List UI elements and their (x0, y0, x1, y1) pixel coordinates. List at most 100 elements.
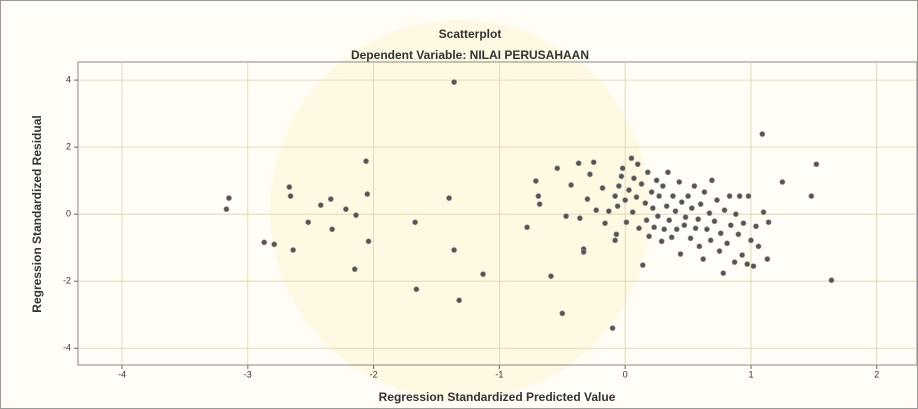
point (668, 234, 675, 241)
point (736, 193, 743, 199)
point (653, 177, 660, 184)
point (612, 193, 619, 199)
point (658, 238, 665, 245)
point (618, 173, 625, 180)
point (480, 271, 486, 278)
point (559, 310, 566, 317)
point (584, 196, 591, 202)
point (682, 214, 689, 221)
point (753, 223, 759, 230)
point (695, 216, 702, 223)
point (672, 208, 679, 215)
x-tick-label: -3 (244, 369, 252, 379)
point (732, 211, 739, 218)
point (711, 218, 718, 225)
point (575, 160, 582, 167)
point (548, 273, 554, 280)
point (593, 207, 600, 214)
point (413, 286, 420, 293)
point (714, 197, 720, 203)
point (779, 179, 786, 185)
x-tick-label: -4 (118, 369, 126, 379)
point (656, 193, 663, 199)
y-tick-label: 4 (66, 74, 71, 84)
point (619, 165, 626, 172)
point (685, 193, 691, 199)
point (642, 200, 649, 207)
point (536, 201, 543, 208)
point (745, 193, 752, 199)
point (613, 231, 620, 238)
point (663, 203, 670, 210)
point (343, 206, 349, 213)
point (721, 207, 728, 214)
point (724, 240, 730, 247)
point (651, 224, 658, 231)
point (716, 248, 723, 254)
y-tick-label: -2 (63, 276, 71, 286)
point (660, 183, 666, 189)
point (290, 247, 296, 253)
point (563, 213, 569, 220)
point (305, 219, 312, 226)
point (709, 177, 715, 184)
point (661, 226, 668, 233)
point (628, 155, 635, 162)
point (636, 225, 642, 232)
point (612, 237, 619, 244)
point (351, 266, 358, 273)
point (587, 171, 593, 178)
point (286, 184, 293, 190)
point (554, 165, 561, 172)
point (329, 226, 335, 233)
point (701, 189, 708, 195)
point (707, 237, 714, 244)
point (681, 222, 688, 229)
point (626, 187, 632, 193)
point (261, 239, 268, 246)
point (739, 252, 746, 258)
point (648, 189, 655, 195)
chart-subtitle: Dependent Variable: NILAI PERUSAHAAN (351, 48, 589, 62)
point (353, 212, 359, 219)
point (602, 220, 608, 227)
point (412, 219, 419, 226)
point (633, 194, 640, 200)
point (700, 256, 707, 262)
point (673, 226, 680, 233)
point (327, 196, 334, 202)
y-tick-label: 0 (66, 209, 71, 219)
point (687, 235, 694, 242)
x-tick-label: 0 (623, 369, 628, 379)
x-tick-label: 1 (748, 369, 753, 379)
point (622, 197, 629, 203)
point (451, 247, 458, 253)
y-axis-label: Regression Standardized Residual (30, 115, 44, 312)
x-tick-label: 2 (874, 369, 879, 379)
y-tick-label: 2 (66, 142, 71, 152)
point (576, 215, 583, 222)
point (364, 191, 371, 197)
watermark (270, 20, 650, 400)
point (614, 203, 621, 210)
point (639, 262, 646, 269)
point (677, 251, 684, 257)
point (451, 79, 458, 86)
point (688, 205, 695, 212)
point (808, 193, 815, 199)
point (599, 185, 606, 191)
point (720, 270, 727, 277)
point (765, 219, 772, 226)
point (828, 277, 835, 284)
x-tick-label: -2 (370, 369, 378, 379)
point (731, 259, 738, 266)
point (605, 208, 612, 215)
point (670, 193, 676, 199)
point (726, 193, 733, 199)
point (287, 193, 294, 199)
point (759, 131, 766, 137)
point (704, 226, 710, 233)
point (750, 263, 757, 270)
point (706, 210, 713, 217)
